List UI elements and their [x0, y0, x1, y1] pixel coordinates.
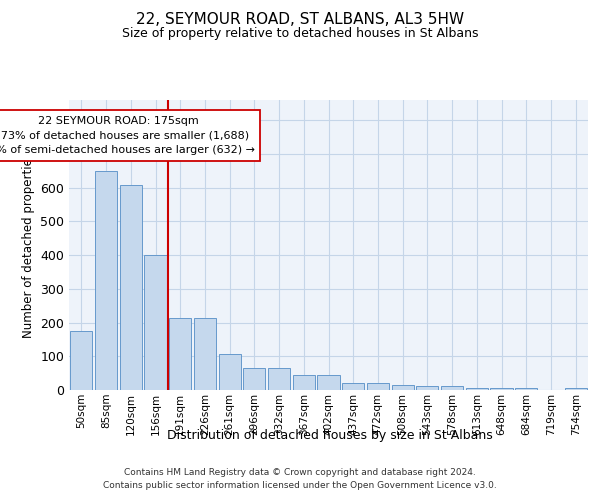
Bar — [466, 388, 488, 390]
Bar — [145, 255, 167, 390]
Bar — [392, 385, 414, 390]
Bar — [194, 318, 216, 390]
Bar — [515, 388, 538, 390]
Text: 22 SEYMOUR ROAD: 175sqm
← 73% of detached houses are smaller (1,688)
27% of semi: 22 SEYMOUR ROAD: 175sqm ← 73% of detache… — [0, 116, 255, 155]
Text: 22, SEYMOUR ROAD, ST ALBANS, AL3 5HW: 22, SEYMOUR ROAD, ST ALBANS, AL3 5HW — [136, 12, 464, 28]
Bar — [317, 375, 340, 390]
Bar — [565, 388, 587, 390]
Bar — [243, 368, 265, 390]
Bar — [441, 386, 463, 390]
Bar — [293, 375, 315, 390]
Bar — [268, 368, 290, 390]
Bar — [95, 171, 117, 390]
Bar — [169, 318, 191, 390]
Bar — [119, 186, 142, 390]
Bar — [490, 388, 512, 390]
Bar — [70, 331, 92, 390]
Text: Contains HM Land Registry data © Crown copyright and database right 2024.: Contains HM Land Registry data © Crown c… — [124, 468, 476, 477]
Text: Contains public sector information licensed under the Open Government Licence v3: Contains public sector information licen… — [103, 482, 497, 490]
Y-axis label: Number of detached properties: Number of detached properties — [22, 152, 35, 338]
Bar — [416, 386, 439, 390]
Text: Distribution of detached houses by size in St Albans: Distribution of detached houses by size … — [167, 428, 493, 442]
Bar — [342, 384, 364, 390]
Bar — [367, 384, 389, 390]
Bar — [218, 354, 241, 390]
Text: Size of property relative to detached houses in St Albans: Size of property relative to detached ho… — [122, 28, 478, 40]
